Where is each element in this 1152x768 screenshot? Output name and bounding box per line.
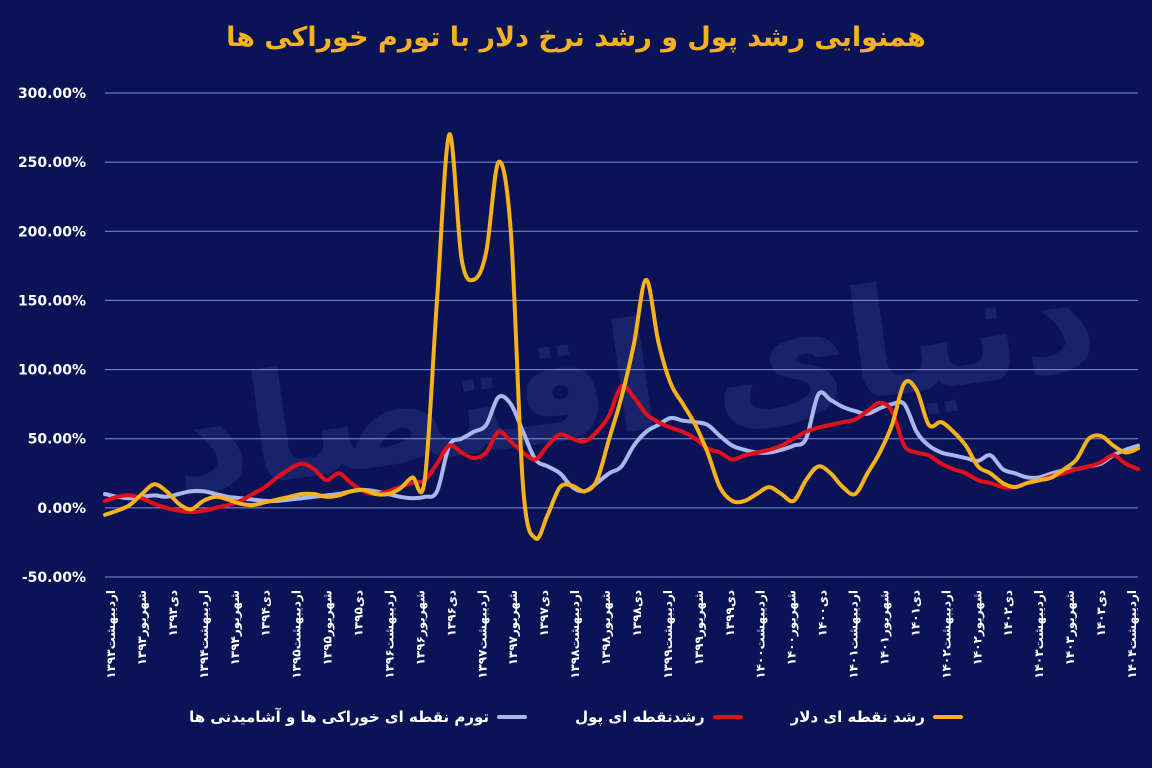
grid [105,92,1138,578]
x-tick-label: دی۱۳۹۴ [259,590,273,636]
x-tick-label: شهریور۱۳۹۵ [321,590,336,665]
x-tick-label: اردیبهشت۱۴۰۰ [754,590,768,679]
x-tick-label: دی۱۳۹۵ [352,590,366,636]
x-tick-label: اردیبهشت۱۴۰۳ [1032,590,1046,679]
x-tick-label: اردیبهشت۱۴۰۲ [939,590,953,679]
x-tick-label: اردیبهشت۱۴۰۱ [847,590,861,679]
x-tick-label: اردیبهشت۱۳۹۹ [661,590,675,679]
x-tick-label: دی۱۴۰۲ [1001,590,1015,636]
x-axis: اردیبهشت۱۳۹۳ شهریور۱۳۹۳ دی۱۳۹۳ اردیبهشت۱۳۹۴… [104,590,1139,679]
x-tick-label: شهریور۱۴۰۲ [970,590,985,665]
x-tick-label: اردیبهشت۱۳۹۳ [104,590,118,679]
x-tick-label: اردیبهشت۱۳۹۴ [197,590,211,679]
legend: رشد نقطه ای دلار رشدنقطه ای پول تورم نقط… [0,708,1152,726]
x-tick-label: دی۱۴۰۱ [908,590,922,636]
x-tick-label: اردیبهشت۱۳۹۶ [382,590,396,679]
legend-label-food: تورم نقطه ای خوراکی ها و آشامیدنی ها [189,708,490,726]
legend-label-money: رشدنقطه ای پول [575,708,705,726]
legend-swatch-money [712,715,743,719]
x-tick-label: شهریور۱۳۹۴ [228,590,243,665]
x-tick-label: اردیبهشت۱۳۹۸ [568,590,582,679]
x-tick-label: دی۱۳۹۳ [166,590,180,636]
series-lines [103,132,1140,541]
x-tick-label: دی۱۳۹۷ [537,590,551,636]
y-tick-label: -50.00% [22,570,86,586]
x-tick-label: دی۱۳۹۶ [444,590,458,636]
legend-swatch-dollar [932,715,963,719]
x-tick-label: شهریور۱۳۹۳ [135,590,150,665]
y-tick-label: 150.00% [18,293,86,309]
x-tick-label: شهریور۱۳۹۸ [599,590,614,665]
x-tick-label: دی۱۳۹۸ [630,590,644,636]
y-tick-label: 200.00% [18,224,86,240]
x-tick-label: اردیبهشت۱۳۹۷ [475,590,489,679]
y-tick-label: 250.00% [18,155,86,171]
legend-item-food: تورم نقطه ای خوراکی ها و آشامیدنی ها [189,708,528,726]
x-tick-label: شهریور۱۴۰۰ [785,590,800,665]
legend-label-dollar: رشد نقطه ای دلار [790,708,925,726]
x-tick-label: شهریور۱۳۹۶ [413,590,428,665]
x-tick-label: دی۱۴۰۰ [816,590,830,636]
y-tick-label: 300.00% [18,86,86,102]
x-tick-label: دی۱۳۹۹ [723,590,737,636]
x-tick-label: دی۱۴۰۳ [1094,590,1108,636]
y-tick-label: 100.00% [18,363,86,379]
x-tick-label: اردیبهشت۱۳۹۵ [290,590,304,679]
x-tick-label: شهریور۱۴۰۳ [1063,590,1078,665]
x-tick-label: شهریور۱۳۹۷ [506,590,521,665]
watermark-logo: دنیای اقتصاد [159,228,1107,530]
legend-item-dollar: رشد نقطه ای دلار [791,708,963,726]
y-axis: 300.00% 250.00% 200.00% 150.00% 100.00% 50.00… [18,86,86,586]
legend-item-money: رشدنقطه ای پول [575,708,743,726]
x-tick-label: شهریور۱۴۰۱ [877,590,892,665]
series-line-0 [103,132,1140,541]
x-tick-label: شهریور۱۳۹۹ [692,590,707,665]
y-tick-label: 50.00% [28,432,86,448]
chart-title: همنوایی رشد پول و رشد نرخ دلار با تورم خ… [226,22,926,53]
legend-swatch-food [497,715,528,719]
series-line-1 [103,383,1140,514]
y-tick-label: 0.00% [37,501,86,517]
x-tick-label: اردیبهشت۱۴۰۴ [1125,590,1139,679]
